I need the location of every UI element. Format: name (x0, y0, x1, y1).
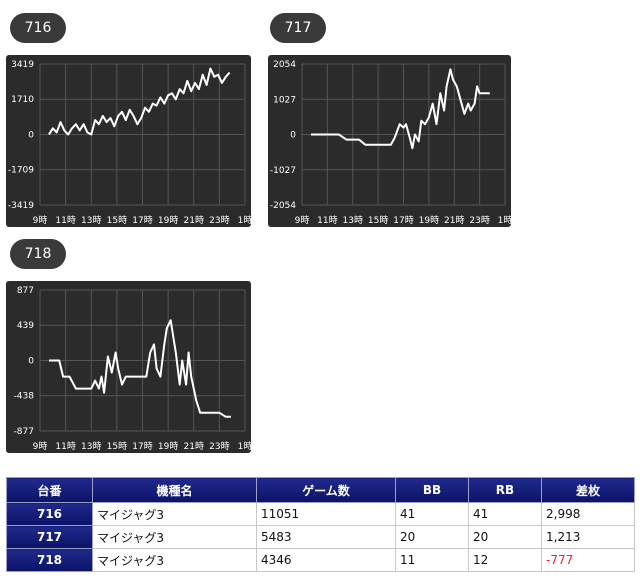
game-count-cell: 5483 (256, 525, 396, 549)
y-tick-label: 1710 (11, 95, 34, 105)
game-count-cell: 4346 (256, 548, 396, 572)
difference-cell: -777 (541, 548, 635, 572)
chart-717: 2054 1027 0 -1027 -2054 9時 11時 13時 15時 17時 19時 21時 2… (268, 55, 511, 227)
machine-718-badge[interactable]: 718 (10, 239, 66, 269)
difference-cell: 1,213 (541, 525, 635, 549)
rb-cell: 20 (468, 525, 542, 549)
model-name-cell: マイジャグ3 (92, 548, 257, 572)
machine-716-badge[interactable]: 716 (10, 13, 66, 43)
table-header-row: 台番 機種名 ゲーム数 BB RB 差枚 (6, 477, 635, 503)
rb-cell: 41 (468, 502, 542, 526)
y-tick-label: -877 (14, 427, 34, 437)
x-tick-label: 21時 (184, 215, 204, 226)
y-tick-label: 2054 (273, 60, 296, 70)
y-tick-label: 0 (28, 357, 34, 367)
chart-background (6, 55, 251, 227)
series-line (48, 67, 231, 136)
y-tick-label: -438 (14, 392, 35, 402)
x-tick-label: 9時 (33, 215, 48, 226)
chart-718: 877 439 0 -438 -877 9時 11時 13時 15時 17時 19時 21時 23時 1時 (6, 281, 251, 453)
y-tick-label: 0 (28, 131, 34, 141)
x-tick-label: 19時 (158, 441, 178, 452)
header-machine-number: 台番 (6, 477, 93, 503)
table-row: 717 マイジャグ3 5483 20 20 1,213 (6, 525, 635, 549)
x-tick-label: 13時 (81, 441, 101, 452)
x-tick-label: 17時 (132, 215, 152, 226)
chart-716: 3419 1710 0 -1709 -3419 9時 11時 13時 15時 17時 19時 21時 2… (6, 55, 251, 227)
chart-background (6, 281, 251, 453)
machine-number-link[interactable]: 716 (6, 502, 93, 526)
game-count-cell: 11051 (256, 502, 396, 526)
bb-cell: 20 (395, 525, 469, 549)
x-tick-label: 15時 (107, 441, 127, 452)
table-row: 716 マイジャグ3 11051 41 41 2,998 (6, 502, 635, 526)
x-tick-label: 19時 (158, 215, 178, 226)
y-tick-label: -1709 (8, 166, 34, 176)
x-tick-label: 11時 (55, 441, 75, 452)
x-tick-label: 9時 (295, 215, 310, 226)
x-tick-label: 23時 (209, 441, 229, 452)
x-tick-label: 15時 (368, 215, 388, 226)
series-line (310, 68, 490, 150)
x-tick-label: 17時 (132, 441, 152, 452)
header-bb: BB (395, 477, 469, 503)
difference-cell: 2,998 (541, 502, 635, 526)
y-tick-label: 877 (17, 286, 34, 296)
header-rb: RB (468, 477, 542, 503)
x-tick-label: 1時 (238, 215, 251, 226)
x-tick-label: 23時 (469, 215, 489, 226)
x-tick-label: 13時 (343, 215, 363, 226)
y-tick-label: 3419 (11, 60, 34, 70)
y-tick-label: 1027 (273, 95, 296, 105)
y-tick-label: 0 (290, 131, 296, 141)
y-tick-label: -1027 (270, 166, 296, 176)
chart-background (268, 55, 511, 227)
x-tick-label: 15時 (107, 215, 127, 226)
machine-number-link[interactable]: 718 (6, 548, 93, 572)
x-tick-label: 21時 (184, 441, 204, 452)
header-game-count: ゲーム数 (256, 477, 396, 503)
bb-cell: 11 (395, 548, 469, 572)
x-tick-label: 19時 (419, 215, 439, 226)
machine-number-link[interactable]: 717 (6, 525, 93, 549)
y-tick-label: 439 (17, 321, 34, 331)
machine-717-badge[interactable]: 717 (270, 13, 326, 43)
model-name-cell: マイジャグ3 (92, 502, 257, 526)
rb-cell: 12 (468, 548, 542, 572)
y-tick-label: -3419 (8, 201, 34, 211)
x-tick-label: 1時 (238, 441, 251, 452)
x-tick-label: 13時 (81, 215, 101, 226)
x-tick-label: 17時 (393, 215, 413, 226)
header-model-name: 機種名 (92, 477, 257, 503)
bb-cell: 41 (395, 502, 469, 526)
x-tick-label: 21時 (444, 215, 464, 226)
machine-table: 台番 機種名 ゲーム数 BB RB 差枚 716 マイジャグ3 11051 41… (6, 477, 635, 572)
series-line (49, 319, 231, 418)
x-tick-label: 23時 (209, 215, 229, 226)
header-difference: 差枚 (541, 477, 635, 503)
x-tick-label: 9時 (33, 441, 48, 452)
x-tick-label: 11時 (317, 215, 337, 226)
model-name-cell: マイジャグ3 (92, 525, 257, 549)
x-tick-label: 1時 (498, 215, 511, 226)
table-row: 718 マイジャグ3 4346 11 12 -777 (6, 548, 635, 572)
x-tick-label: 11時 (55, 215, 75, 226)
y-tick-label: -2054 (270, 201, 296, 211)
